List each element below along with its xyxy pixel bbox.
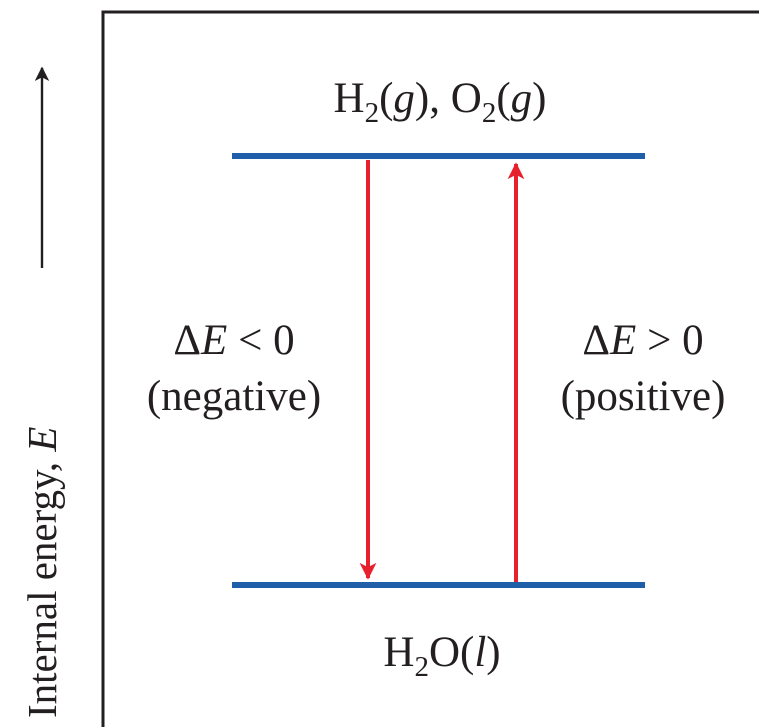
up-transition-sign: (positive) — [561, 373, 726, 420]
diagram-frame — [101, 10, 759, 727]
up-transition-relation: ΔE > 0 — [582, 317, 703, 364]
y-axis-label: Internal energy, E — [19, 427, 65, 718]
lower-level-label: H2O(l) — [383, 629, 500, 683]
upper-level-label: H2(g), O2(g) — [334, 75, 547, 129]
down-transition-relation: ΔE < 0 — [173, 317, 294, 364]
down-transition-sign: (negative) — [147, 373, 321, 420]
